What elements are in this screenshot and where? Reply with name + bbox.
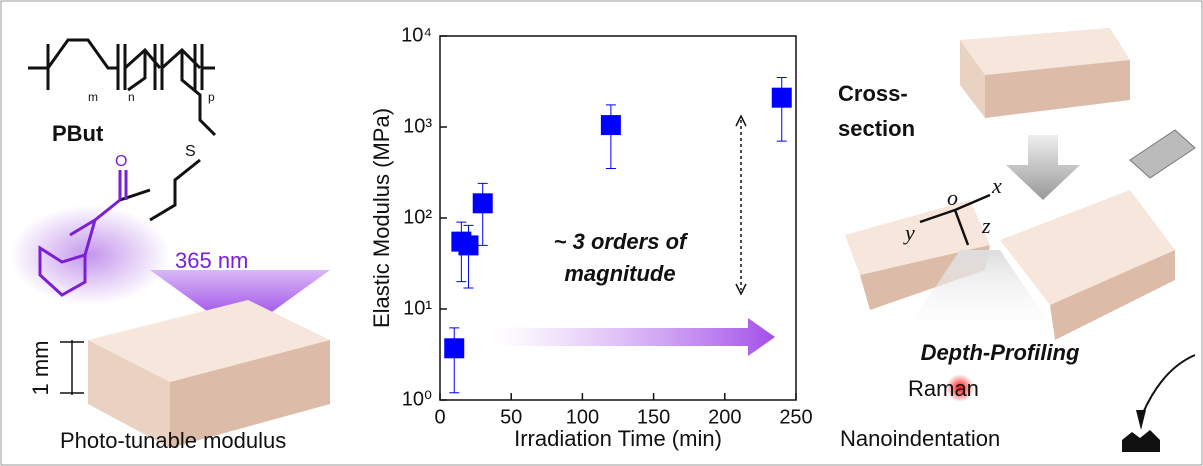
surface (1122, 430, 1160, 452)
slab-left (88, 340, 170, 448)
axis-name: x (991, 173, 1002, 198)
subscript: p (208, 90, 215, 104)
point (771, 87, 792, 108)
x-tick-label: 200 (708, 406, 741, 428)
cinnamate (38, 170, 128, 297)
subscript: n (128, 90, 135, 104)
wavelength: 365 nm (175, 248, 248, 273)
point (600, 115, 621, 136)
half-left-top (845, 200, 990, 275)
y-axis-label: Elastic Modulus (MPa) (369, 108, 394, 328)
error-bar (605, 104, 616, 169)
axes-arrows (919, 193, 991, 246)
step: Cross- (838, 81, 908, 106)
half-right-top (1000, 190, 1175, 305)
y-tick-label: 10⁴ (401, 24, 432, 46)
chart-decor (495, 114, 775, 356)
y-tick-label: 10³ (403, 115, 432, 137)
time-arrow (495, 318, 775, 356)
subscript: m (88, 90, 98, 104)
side-chains (127, 50, 217, 137)
block-side (960, 40, 985, 118)
error-bar (477, 182, 488, 246)
x-tick-label: 150 (637, 406, 670, 428)
y-tick-label: 10² (403, 206, 432, 228)
axis-name: y (903, 220, 915, 245)
probe-cone (900, 250, 1060, 340)
block-front (985, 60, 1130, 118)
polymer-name: PBut (52, 121, 104, 146)
error-bar (449, 327, 460, 394)
glow (10, 205, 170, 305)
blade (1129, 129, 1196, 179)
technique: Nanoindentation (840, 426, 1000, 451)
x-tick-label: 250 (779, 406, 812, 428)
arrow-heads (735, 114, 747, 296)
axis-name: o (947, 185, 958, 210)
error-bar (776, 76, 787, 142)
annotation: magnitude (564, 261, 675, 286)
tip (1136, 410, 1146, 430)
atom: O (115, 153, 127, 170)
step: section (838, 116, 915, 141)
atom: S (185, 143, 196, 160)
point (472, 193, 493, 214)
cantilever (1139, 354, 1196, 421)
x-tick-label: 0 (434, 406, 445, 428)
laser-spot (946, 374, 974, 402)
thickness: 1 mm (28, 341, 53, 396)
y-tick-label: 10⁰ (402, 388, 432, 410)
block-top (960, 28, 1130, 75)
half-right-front (1050, 250, 1175, 340)
linker (119, 158, 201, 222)
x-axis-label: Irradiation Time (min) (514, 426, 722, 451)
annotation: ~ 3 orders of (554, 229, 689, 254)
right-panel (845, 28, 1196, 452)
down-arrow (1006, 135, 1080, 200)
point (458, 235, 479, 256)
caption: Photo-tunable modulus (60, 428, 286, 453)
thickness-marker (60, 340, 84, 395)
y-tick-label: 10¹ (403, 297, 432, 319)
x-tick-label: 50 (500, 406, 522, 428)
method: Depth-Profiling (921, 340, 1080, 365)
axis-name: z (981, 213, 991, 238)
left-panel (10, 38, 330, 448)
slab-front (170, 340, 330, 448)
technique: Raman (908, 376, 979, 401)
x-tick-label: 100 (566, 406, 599, 428)
slab-top (88, 300, 330, 382)
point (444, 338, 465, 359)
